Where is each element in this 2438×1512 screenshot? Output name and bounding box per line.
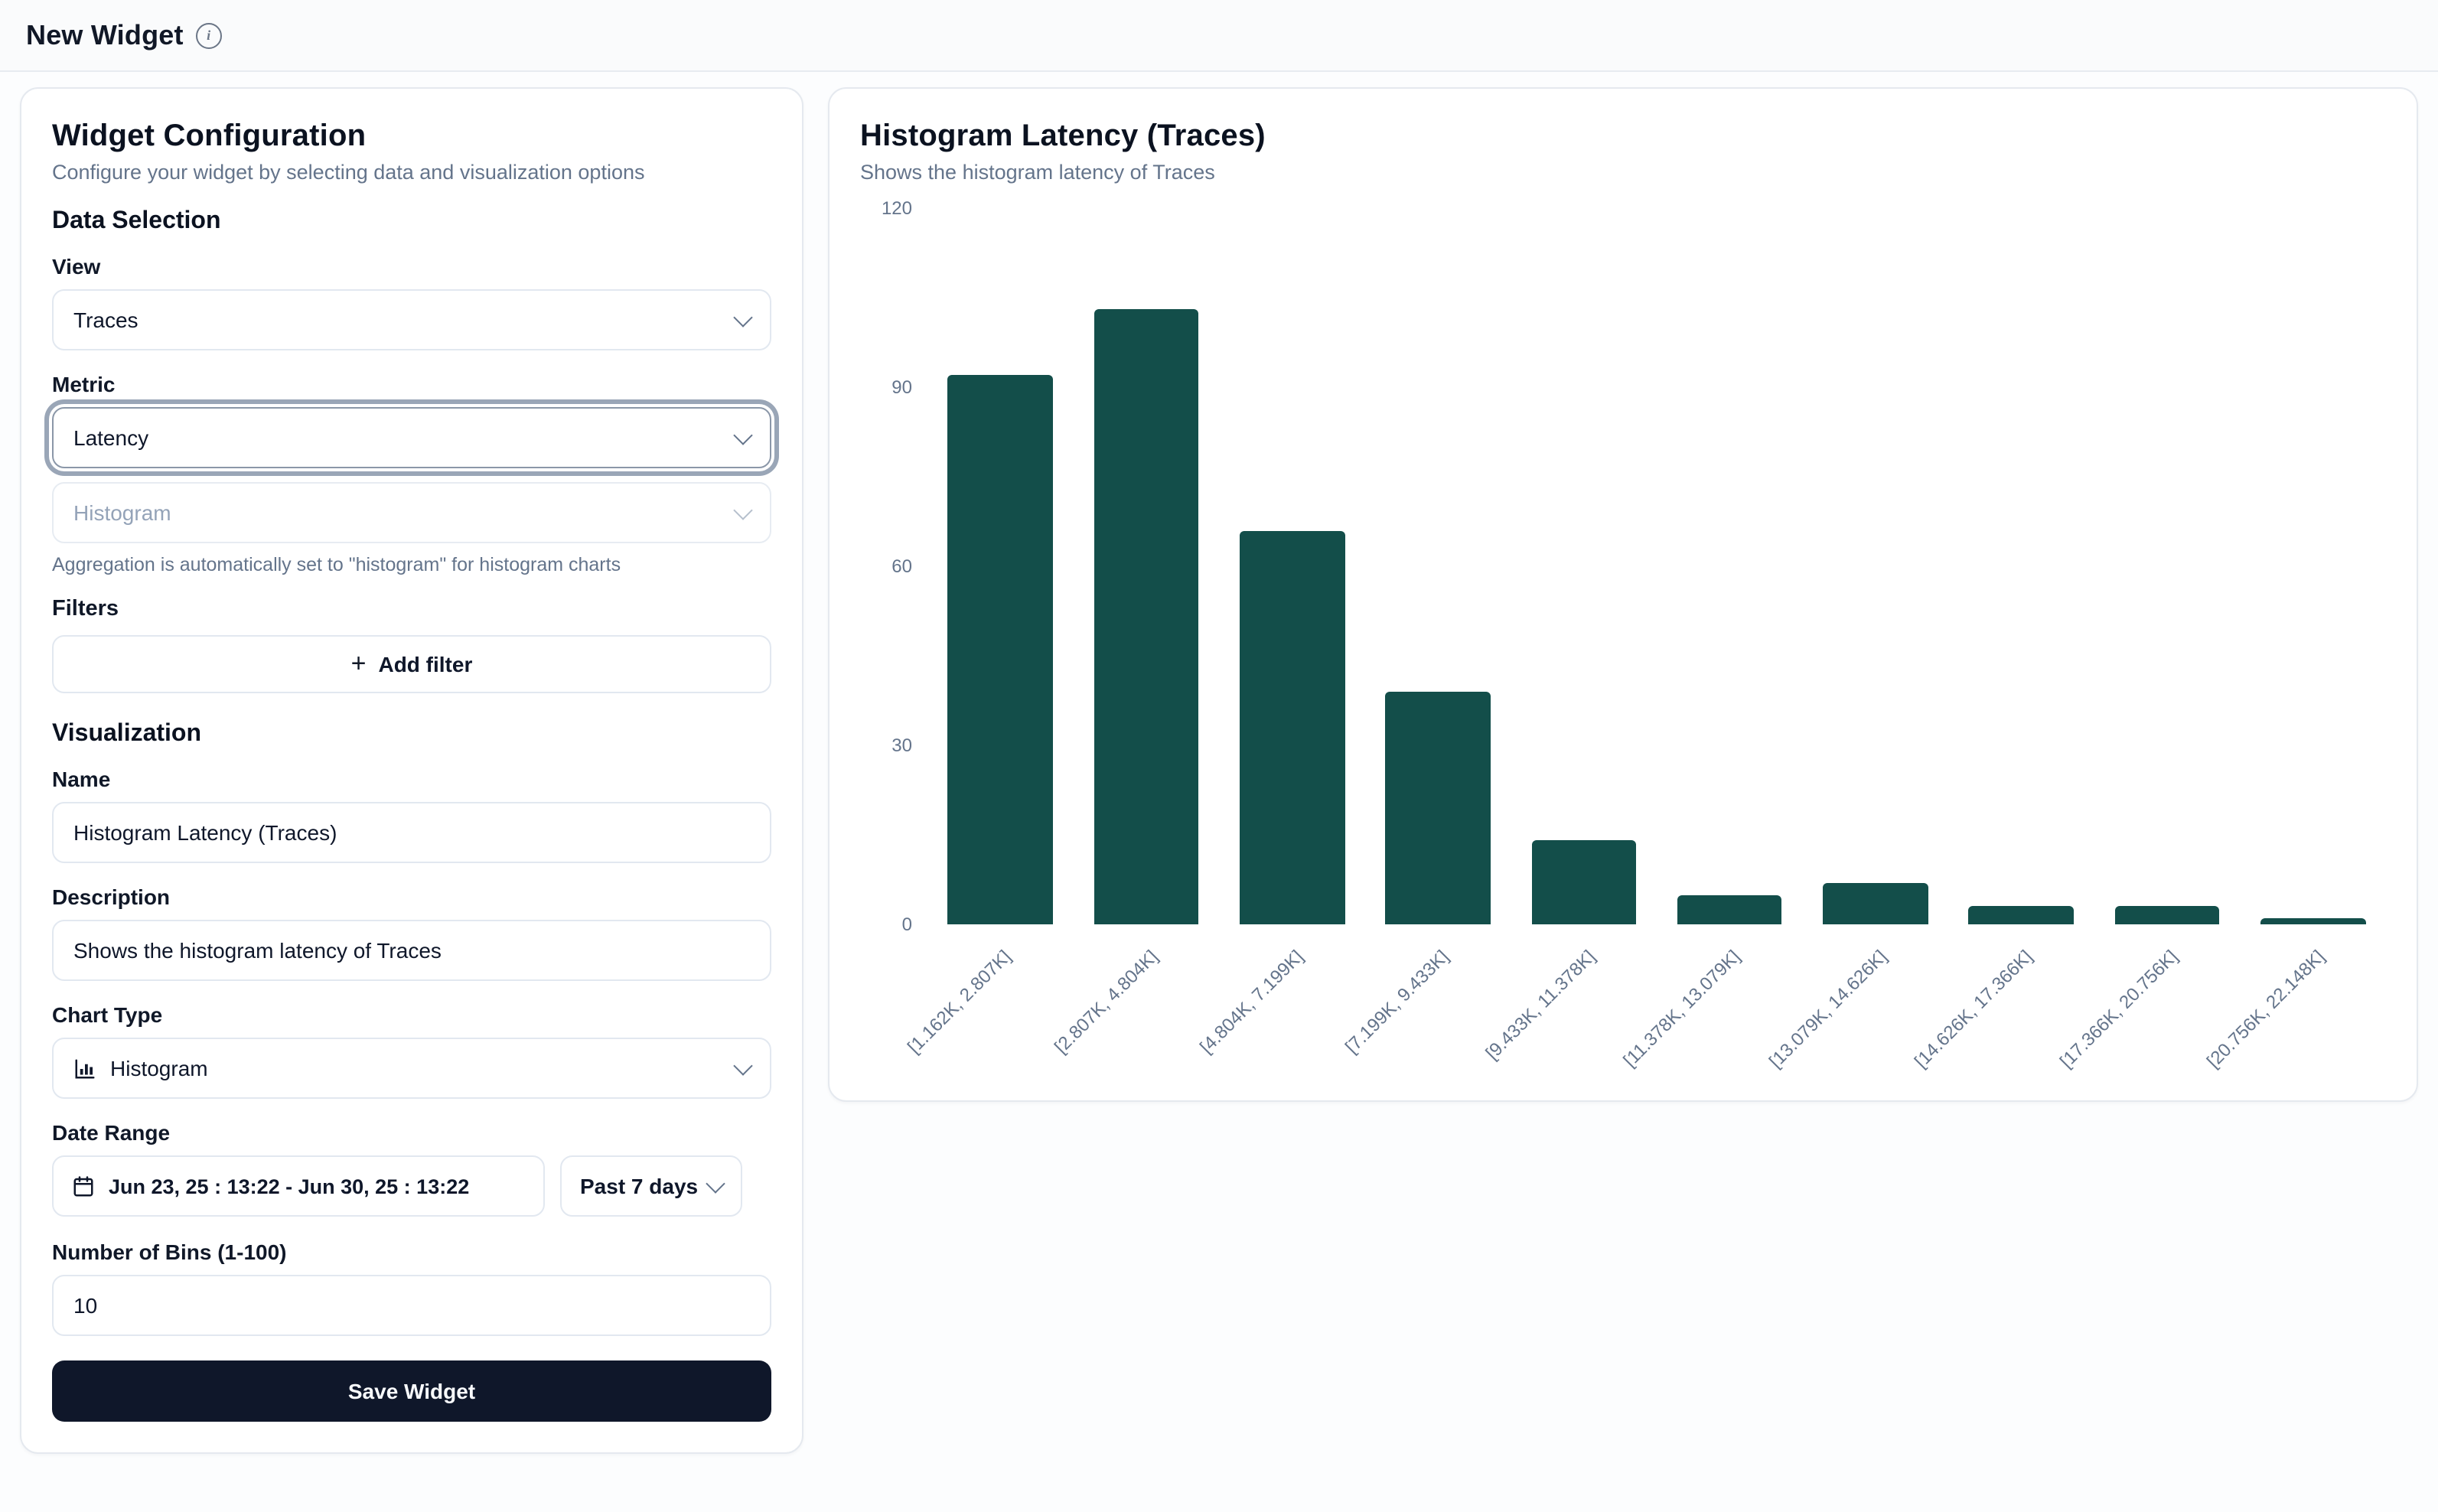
- main-content: Widget Configuration Configure your widg…: [0, 72, 2438, 1469]
- bar-slot: [1219, 208, 1365, 924]
- description-input[interactable]: [52, 920, 771, 981]
- config-subtitle: Configure your widget by selecting data …: [52, 161, 645, 184]
- chart-subtitle: Shows the histogram latency of Traces: [860, 161, 1215, 184]
- chevron-down-icon: [733, 500, 753, 520]
- data-selection-heading: Data Selection: [52, 208, 221, 234]
- histogram-bar[interactable]: [1968, 906, 2075, 924]
- config-title: Widget Configuration: [52, 119, 367, 153]
- chevron-down-icon: [733, 307, 753, 327]
- bar-slot: [1511, 208, 1657, 924]
- date-range-button[interactable]: Jun 23, 25 : 13:22 - Jun 30, 25 : 13:22: [52, 1155, 545, 1217]
- metric-select-value: Latency: [73, 425, 149, 450]
- save-widget-button[interactable]: Save Widget: [52, 1360, 771, 1422]
- plus-icon: +: [350, 648, 367, 677]
- histogram-bar[interactable]: [1094, 309, 1199, 924]
- y-tick-label: 60: [891, 556, 912, 577]
- widget-configuration-panel: Widget Configuration Configure your widg…: [20, 87, 803, 1454]
- metric-select[interactable]: Latency: [52, 407, 771, 468]
- histogram-bar[interactable]: [1385, 691, 1491, 924]
- bar-slot: [1948, 208, 2094, 924]
- page-title: New Widget: [26, 19, 184, 50]
- name-input[interactable]: [52, 802, 771, 863]
- y-tick-label: 0: [901, 914, 912, 935]
- bins-input[interactable]: [52, 1275, 771, 1336]
- metric-label: Metric: [52, 372, 116, 396]
- aggregation-select-value: Histogram: [73, 500, 171, 525]
- bins-label: Number of Bins (1-100): [52, 1240, 287, 1264]
- bar-slot: [1803, 208, 1949, 924]
- chart-title: Histogram Latency (Traces): [860, 119, 1266, 153]
- visualization-heading: Visualization: [52, 721, 202, 747]
- calendar-icon: [73, 1175, 93, 1196]
- date-preset-select[interactable]: Past 7 days: [560, 1155, 743, 1217]
- view-select[interactable]: Traces: [52, 289, 771, 350]
- y-tick-label: 30: [891, 735, 912, 756]
- name-label: Name: [52, 767, 111, 791]
- bar-slot: [2094, 208, 2241, 924]
- histogram-bar[interactable]: [1239, 530, 1345, 924]
- add-filter-label: Add filter: [378, 652, 473, 676]
- aggregation-help-text: Aggregation is automatically set to "his…: [52, 554, 621, 575]
- chart-preview-panel: Histogram Latency (Traces) Shows the his…: [828, 87, 2418, 1102]
- y-axis: 0 30 60 90 120: [860, 197, 927, 935]
- histogram-bar[interactable]: [1677, 894, 1782, 924]
- description-label: Description: [52, 885, 171, 909]
- bar-slot: [1074, 208, 1220, 924]
- chevron-down-icon: [733, 1055, 753, 1075]
- histogram-bar[interactable]: [1531, 840, 1637, 924]
- histogram-bar[interactable]: [947, 375, 1053, 924]
- x-axis-labels: [1.162K, 2.807K] [2.807K, 4.804K] [4.804K,…: [904, 924, 2386, 1072]
- y-tick-label: 120: [881, 197, 912, 219]
- bar-chart-icon: [75, 1058, 95, 1078]
- chart-plot: [927, 208, 2386, 924]
- bar-slot: [1657, 208, 1803, 924]
- histogram-bar[interactable]: [2260, 918, 2366, 924]
- histogram-chart: 0 30 60 90 120 [1.162K, 2.807K] [2.807K, 4.80…: [860, 197, 2386, 1072]
- aggregation-select: Histogram: [52, 482, 771, 543]
- chevron-down-icon: [733, 425, 753, 445]
- add-filter-button[interactable]: + Add filter: [52, 635, 771, 693]
- bar-slot: [927, 208, 1074, 924]
- chevron-down-icon: [706, 1173, 725, 1193]
- bar-slot: [1365, 208, 1511, 924]
- histogram-bar[interactable]: [2114, 906, 2220, 924]
- view-label: View: [52, 254, 101, 279]
- bar-slot: [2240, 208, 2386, 924]
- page-header: New Widget i: [0, 0, 2438, 72]
- date-range-label: Date Range: [52, 1120, 171, 1145]
- info-icon[interactable]: i: [195, 22, 222, 48]
- view-select-value: Traces: [73, 308, 139, 332]
- chart-type-value: Histogram: [110, 1056, 208, 1080]
- chart-type-label: Chart Type: [52, 1002, 163, 1027]
- histogram-bar[interactable]: [1823, 882, 1928, 924]
- chart-type-select[interactable]: Histogram: [52, 1038, 771, 1099]
- y-tick-label: 90: [891, 376, 912, 398]
- filters-label: Filters: [52, 597, 119, 621]
- date-range-value: Jun 23, 25 : 13:22 - Jun 30, 25 : 13:22: [109, 1175, 470, 1198]
- date-preset-value: Past 7 days: [580, 1174, 699, 1198]
